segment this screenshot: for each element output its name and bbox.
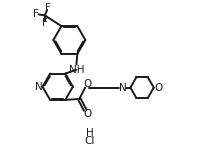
Text: O: O bbox=[83, 109, 91, 119]
Text: H: H bbox=[85, 128, 93, 138]
Text: N: N bbox=[118, 83, 126, 93]
Text: F: F bbox=[33, 9, 39, 19]
Text: O: O bbox=[83, 79, 91, 89]
Text: F: F bbox=[45, 3, 51, 13]
Text: Cl: Cl bbox=[84, 136, 95, 146]
Text: O: O bbox=[153, 83, 162, 93]
Text: NH: NH bbox=[68, 65, 84, 75]
Text: F: F bbox=[41, 18, 47, 28]
Text: N: N bbox=[35, 82, 43, 92]
